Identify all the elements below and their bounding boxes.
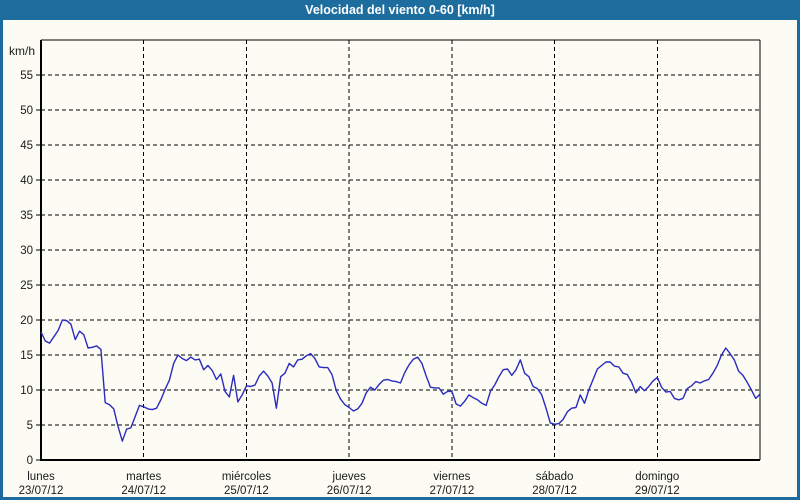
- x-day-name-label: miércoles: [222, 471, 271, 483]
- y-tick-labels: 0 5 10 15 20 25 30 35 40 45 50 55: [20, 70, 33, 467]
- chart-title: Velocidad del viento 0-60 [km/h]: [305, 3, 495, 17]
- y-tick-label: 20: [20, 315, 33, 327]
- y-axis-unit-label: km/h: [9, 44, 35, 58]
- x-day-name-label: lunes: [27, 471, 55, 483]
- x-day-name-label: sábado: [536, 471, 574, 483]
- y-tick-label: 45: [20, 140, 33, 152]
- chart-title-bar: Velocidad del viento 0-60 [km/h]: [0, 0, 800, 20]
- y-tick-marks: [36, 74, 41, 461]
- y-tick-label: 15: [20, 350, 33, 362]
- y-tick-label: 50: [20, 105, 33, 117]
- x-day-name-label: jueves: [332, 471, 366, 483]
- x-day-date-label: 28/07/12: [532, 485, 577, 497]
- x-day-date-label: 29/07/12: [635, 485, 680, 497]
- y-tick-label: 35: [20, 210, 33, 222]
- y-tick-label: 30: [20, 245, 33, 257]
- x-day-name-label: viernes: [433, 471, 470, 483]
- wind-speed-line: [40, 319, 761, 442]
- vertical-gridlines: [143, 40, 658, 460]
- x-day-date-label: 24/07/12: [121, 485, 166, 497]
- y-tick-label: 5: [27, 420, 33, 432]
- x-day-date-label: 26/07/12: [327, 485, 372, 497]
- y-tick-label: 40: [20, 175, 33, 187]
- x-day-name-label: martes: [126, 471, 161, 483]
- x-day-date-label: 27/07/12: [429, 485, 474, 497]
- x-day-labels: lunes 23/07/12 martes 24/07/12 miércoles 25/0…: [19, 471, 680, 497]
- y-tick-label: 10: [20, 385, 33, 397]
- y-tick-label: 55: [20, 70, 33, 82]
- x-day-name-label: domingo: [635, 471, 679, 483]
- y-tick-label: 0: [27, 455, 33, 467]
- x-day-date-label: 23/07/12: [19, 485, 64, 497]
- y-tick-label: 25: [20, 280, 33, 292]
- x-day-date-label: 25/07/12: [224, 485, 269, 497]
- horizontal-gridlines: [41, 74, 760, 426]
